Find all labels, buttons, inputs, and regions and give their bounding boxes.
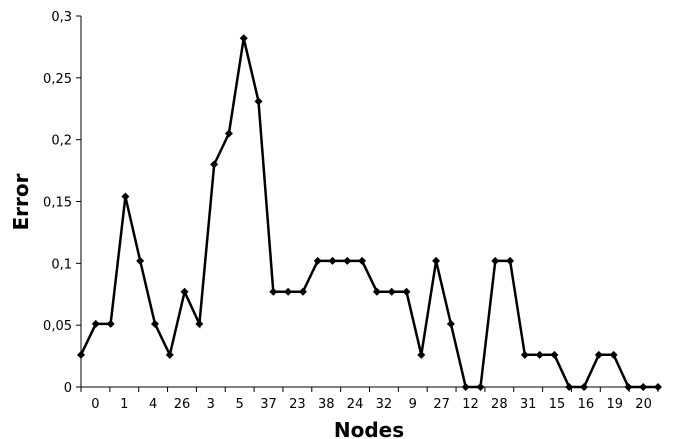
axes	[80, 16, 658, 388]
data-point-marker	[165, 350, 174, 359]
data-point-marker	[195, 319, 204, 328]
data-point-marker	[461, 383, 470, 391]
y-tick-label: 0,1	[51, 257, 72, 272]
y-tick-label: 0	[64, 381, 72, 396]
x-axis-ticks: 0 1 4 26 3 5 37 23 38 24 32 9 27 12 28 31 15 16 19 20	[80, 387, 659, 412]
x-tick-label: 4	[149, 397, 157, 412]
x-tick-label: 26	[174, 397, 191, 412]
data-point-marker	[136, 256, 145, 265]
x-tick-label: 15	[549, 397, 566, 412]
data-point-marker	[417, 350, 426, 359]
x-tick-label: 23	[289, 397, 306, 412]
data-point-marker	[476, 383, 485, 391]
x-tick-label: 19	[606, 397, 623, 412]
y-axis-ticks: 0 0,05 0,1 0,15 0,2 0,25 0,3	[43, 10, 81, 396]
data-point-marker	[520, 350, 529, 359]
data-point-marker	[180, 287, 189, 296]
data-point-marker	[565, 383, 574, 391]
series-group	[77, 34, 662, 391]
data-point-marker	[654, 383, 662, 391]
x-tick-label: 16	[578, 397, 595, 412]
data-point-marker	[91, 319, 100, 328]
data-point-marker	[77, 350, 85, 359]
data-point-marker	[639, 383, 648, 391]
y-tick-label: 0,3	[51, 10, 72, 25]
data-point-marker	[254, 97, 263, 106]
x-tick-label: 5	[236, 397, 244, 412]
data-point-marker	[446, 319, 455, 328]
data-point-marker	[358, 256, 367, 265]
data-point-marker	[535, 350, 544, 359]
x-tick-label: 20	[635, 397, 652, 412]
x-tick-label: 37	[260, 397, 277, 412]
y-tick-label: 0,15	[43, 196, 72, 211]
x-tick-label: 3	[207, 397, 215, 412]
data-point-marker	[210, 160, 219, 169]
y-tick-label: 0,05	[43, 319, 72, 334]
data-point-marker	[239, 34, 248, 43]
data-point-marker	[387, 287, 396, 296]
data-point-marker	[580, 383, 589, 391]
x-axis-title: Nodes	[334, 418, 404, 439]
x-tick-label: 38	[318, 397, 335, 412]
data-point-marker	[624, 383, 633, 391]
x-tick-label: 28	[491, 397, 508, 412]
y-tick-label: 0,25	[43, 72, 72, 87]
x-tick-label: 0	[91, 397, 99, 412]
x-tick-label: 24	[347, 397, 364, 412]
data-point-marker	[150, 319, 159, 328]
x-tick-label: 9	[409, 397, 417, 412]
data-point-marker	[343, 256, 352, 265]
data-point-marker	[298, 287, 307, 296]
data-point-marker	[609, 350, 618, 359]
data-point-marker	[506, 256, 515, 265]
data-point-marker	[106, 319, 115, 328]
y-axis-title: Error	[9, 173, 33, 230]
data-point-marker	[313, 256, 322, 265]
x-tick-label: 31	[520, 397, 537, 412]
x-tick-label: 32	[376, 397, 393, 412]
series-line	[79, 38, 658, 389]
y-tick-label: 0,2	[51, 134, 72, 149]
data-point-marker	[432, 256, 441, 265]
data-point-marker	[224, 129, 233, 138]
data-point-marker	[491, 256, 500, 265]
x-tick-label: 12	[462, 397, 479, 412]
data-point-marker	[550, 350, 559, 359]
data-point-marker	[284, 287, 293, 296]
x-tick-label: 27	[433, 397, 450, 412]
x-tick-label: 1	[120, 397, 128, 412]
data-point-marker	[328, 256, 337, 265]
data-point-marker	[121, 192, 130, 201]
data-point-marker	[594, 350, 603, 359]
data-point-marker	[372, 287, 381, 296]
data-point-marker	[269, 287, 278, 296]
data-point-marker	[402, 287, 411, 296]
